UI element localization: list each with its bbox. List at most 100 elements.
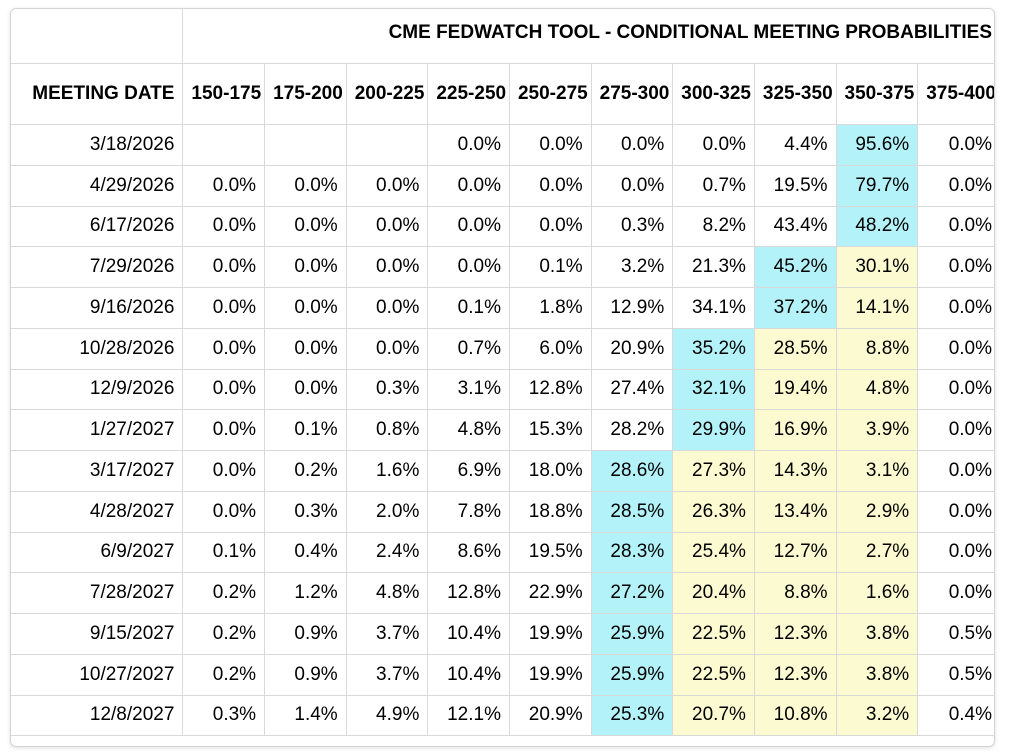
column-header-200-225: 200-225 (345, 63, 429, 125)
title-row: CME FEDWATCH TOOL - CONDITIONAL MEETING … (11, 9, 994, 64)
probability-cell: 1.4% (264, 694, 347, 737)
column-header-150-175: 150-175 (182, 63, 266, 125)
probability-cell: 28.5% (753, 327, 837, 370)
probability-cell: 12.9% (590, 287, 674, 329)
table-row: 10/27/2027 0.2% 0.9% 3.7% 10.4% 19.9% 25.9% 22.… (11, 653, 994, 696)
probability-cell: 12.1% (427, 694, 510, 737)
probability-cell: 3.7% (345, 653, 429, 696)
probability-cell: 3.9% (835, 409, 919, 451)
table-frame: CME FEDWATCH TOOL - CONDITIONAL MEETING … (10, 8, 995, 747)
probability-cell: 27.3% (672, 450, 755, 492)
probability-cell: 0.2% (182, 653, 266, 696)
probability-cell: 28.6% (590, 450, 674, 492)
probability-cell: 0.0% (917, 368, 994, 411)
probability-cell: 0.0% (264, 164, 347, 207)
column-header-275-300: 275-300 (590, 63, 674, 125)
probability-cell: 0.0% (590, 124, 674, 166)
probability-cell: 0.8% (345, 409, 429, 451)
meeting-date-cell: 3/17/2027 (11, 450, 184, 492)
probability-cell: 0.0% (427, 205, 510, 248)
probability-cell: 4.8% (345, 572, 429, 614)
probability-cell: 22.9% (508, 572, 592, 614)
probability-cell: 4.8% (835, 368, 919, 411)
probability-cell: 8.8% (753, 572, 837, 614)
table-row: 7/28/2027 0.2% 1.2% 4.8% 12.8% 22.9% 27.2% 20.4… (11, 572, 994, 614)
probability-cell: 21.3% (672, 246, 755, 288)
probability-cell: 13.4% (753, 490, 837, 533)
probability-cell: 0.3% (590, 205, 674, 248)
probability-cell: 0.0% (182, 246, 266, 288)
probability-cell: 30.1% (835, 246, 919, 288)
probability-cell: 37.2% (753, 287, 837, 329)
probability-cell: 0.0% (264, 327, 347, 370)
probability-cell: 1.6% (835, 572, 919, 614)
meeting-date-cell: 6/17/2026 (11, 205, 184, 248)
probability-cell: 25.9% (590, 613, 674, 655)
probability-cell: 0.0% (345, 287, 429, 329)
table-row: 3/18/2026 0.0% 0.0% 0.0% 0.0% 4.4% 95.6% 0.0% (11, 124, 994, 166)
probability-cell: 0.0% (264, 368, 347, 411)
probability-cell: 3.2% (590, 246, 674, 288)
probability-cell: 0.0% (508, 205, 592, 248)
probability-cell: 0.0% (264, 287, 347, 329)
probability-cell: 0.0% (182, 287, 266, 329)
probability-cell: 12.8% (508, 368, 592, 411)
probability-cell: 8.6% (427, 531, 510, 574)
probability-cell: 10.4% (427, 653, 510, 696)
probability-cell: 28.5% (590, 490, 674, 533)
probability-cell: 0.3% (182, 694, 266, 737)
column-header-350-375: 350-375 (835, 63, 919, 125)
probability-cell: 0.4% (917, 694, 994, 737)
probability-cell: 0.2% (264, 450, 347, 492)
probability-cell: 3.8% (835, 613, 919, 655)
probability-cell: 12.7% (753, 531, 837, 574)
probability-cell: 25.9% (590, 653, 674, 696)
probability-cell: 7.8% (427, 490, 510, 533)
probability-cell: 22.5% (672, 613, 755, 655)
probability-cell (182, 124, 266, 166)
probability-cell: 14.1% (835, 287, 919, 329)
meeting-date-cell: 9/16/2026 (11, 287, 184, 329)
probability-cell: 0.0% (917, 287, 994, 329)
probability-cell: 1.2% (264, 572, 347, 614)
probability-cell: 19.5% (508, 531, 592, 574)
probability-cell: 0.4% (264, 531, 347, 574)
probability-cell: 0.0% (345, 327, 429, 370)
probability-cell: 45.2% (753, 246, 837, 288)
probability-cell: 0.0% (917, 490, 994, 533)
probability-cell: 19.9% (508, 613, 592, 655)
probability-cell: 0.3% (345, 368, 429, 411)
meeting-date-cell: 12/8/2027 (11, 694, 184, 737)
probability-cell: 0.0% (917, 327, 994, 370)
probability-cell: 0.0% (917, 205, 994, 248)
probability-cell: 10.8% (753, 694, 837, 737)
probability-cell: 0.0% (182, 327, 266, 370)
meeting-date-cell: 7/29/2026 (11, 246, 184, 288)
probability-cell: 0.0% (508, 164, 592, 207)
table-body: 3/18/2026 0.0% 0.0% 0.0% 0.0% 4.4% 95.6% 0.0% 4/… (11, 124, 994, 737)
probability-cell: 0.0% (427, 164, 510, 207)
probability-cell: 34.1% (672, 287, 755, 329)
probability-cell: 0.0% (917, 531, 994, 574)
table-row: 1/27/2027 0.0% 0.1% 0.8% 4.8% 15.3% 28.2% 29.9%… (11, 409, 994, 451)
probability-cell: 4.4% (753, 124, 837, 166)
probability-cell: 0.7% (427, 327, 510, 370)
probability-cell: 0.0% (427, 246, 510, 288)
table-title: CME FEDWATCH TOOL - CONDITIONAL MEETING … (182, 9, 994, 64)
table-row: 4/29/2026 0.0% 0.0% 0.0% 0.0% 0.0% 0.0% 0.7% 19.… (11, 164, 994, 207)
probability-cell: 8.2% (672, 205, 755, 248)
probability-cell: 20.9% (508, 694, 592, 737)
probability-cell: 0.2% (182, 613, 266, 655)
probability-cell: 0.0% (590, 164, 674, 207)
meeting-date-cell: 4/29/2026 (11, 164, 184, 207)
probability-cell: 15.3% (508, 409, 592, 451)
probability-cell (345, 124, 429, 166)
probability-cell: 18.0% (508, 450, 592, 492)
probability-cell: 19.5% (753, 164, 837, 207)
table-row: 6/9/2027 0.1% 0.4% 2.4% 8.6% 19.5% 28.3% 25.4% 1… (11, 531, 994, 574)
meeting-date-cell: 1/27/2027 (11, 409, 184, 451)
meeting-date-header: MEETING DATE (11, 63, 184, 125)
table-row: 12/9/2026 0.0% 0.0% 0.3% 3.1% 12.8% 27.4% 32.1%… (11, 368, 994, 411)
probability-cell: 0.0% (917, 409, 994, 451)
probability-cell: 3.2% (835, 694, 919, 737)
